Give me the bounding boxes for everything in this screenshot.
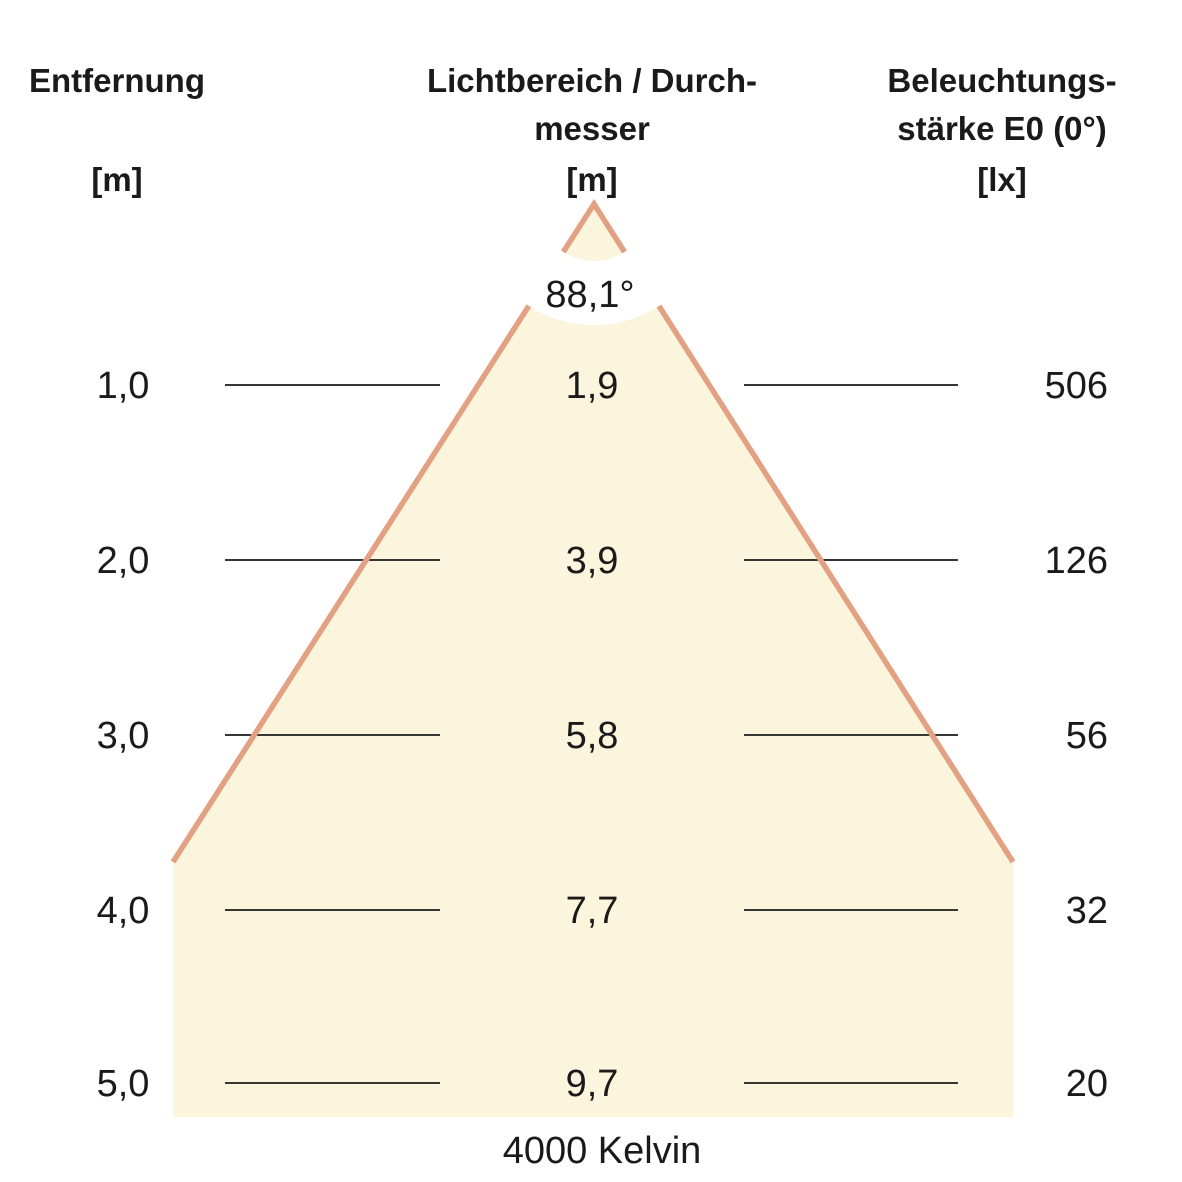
- distance-value-3: 3,0: [97, 715, 150, 757]
- distance-value-1: 1,0: [97, 365, 150, 407]
- diameter-value-2: 3,9: [566, 540, 619, 582]
- color-temperature-label: 4000 Kelvin: [503, 1130, 702, 1172]
- header-diameter-line1: Lichtbereich / Durch-: [427, 62, 757, 99]
- beam-angle-arc-band: [473, 83, 715, 325]
- illuminance-value-1: 506: [1045, 365, 1108, 407]
- illuminance-value-5: 20: [1066, 1063, 1108, 1105]
- header-distance: Entfernung: [29, 62, 205, 99]
- distance-value-5: 5,0: [97, 1063, 150, 1105]
- light-cone-fill: [173, 204, 1013, 1117]
- diameter-value-4: 7,7: [566, 890, 619, 932]
- header-illuminance-line2: stärke E0 (0°): [897, 110, 1106, 147]
- header-diameter-line2: messer: [534, 110, 650, 147]
- illuminance-value-4: 32: [1066, 890, 1108, 932]
- header-distance-unit: [m]: [91, 161, 142, 198]
- light-cone-edge: [170, 198, 1016, 864]
- illuminance-value-2: 126: [1045, 540, 1108, 582]
- diameter-value-3: 5,8: [566, 715, 619, 757]
- distance-value-4: 4,0: [97, 890, 150, 932]
- header-diameter-unit: [m]: [566, 161, 617, 198]
- distance-value-2: 2,0: [97, 540, 150, 582]
- header-illuminance-line1: Beleuchtungs-: [887, 62, 1116, 99]
- beam-angle-label: 88,1°: [545, 274, 634, 316]
- diameter-value-1: 1,9: [566, 365, 619, 407]
- diameter-value-5: 9,7: [566, 1063, 619, 1105]
- illuminance-value-3: 56: [1066, 715, 1108, 757]
- header-illuminance-unit: [lx]: [977, 161, 1027, 198]
